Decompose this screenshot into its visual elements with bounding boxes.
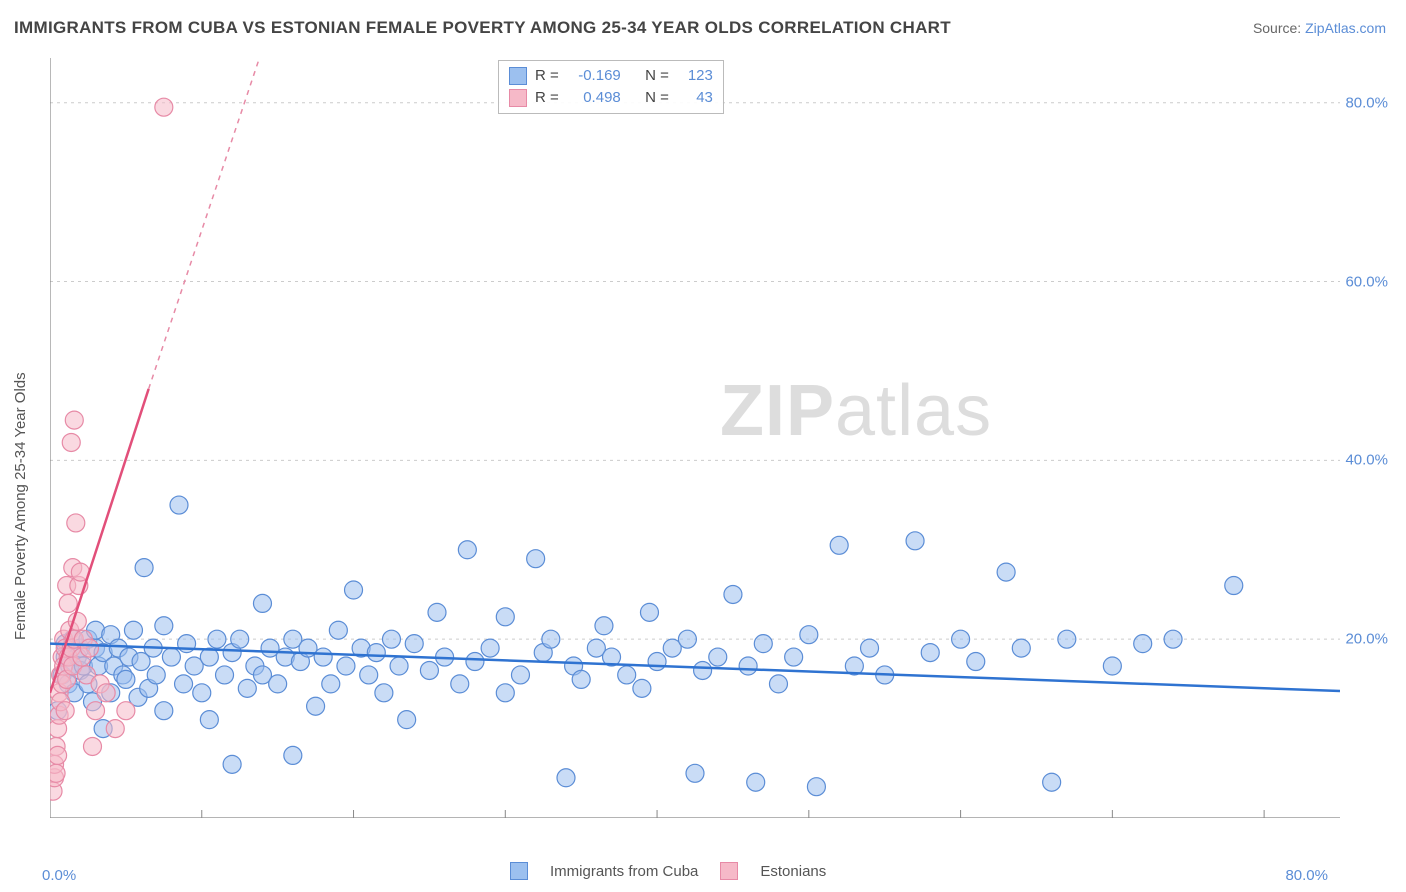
stats-legend: R = -0.169 N = 123 R = 0.498 N = 43 [498,60,724,114]
n-label: N = [645,87,669,109]
stats-row-cuba: R = -0.169 N = 123 [509,65,713,87]
y-tick-20: 20.0% [1345,631,1388,648]
r-label: R = [535,87,559,109]
stats-row-estonians: R = 0.498 N = 43 [509,87,713,109]
y-tick-60: 60.0% [1345,273,1388,290]
legend-swatch-cuba [510,862,528,880]
r-value-cuba: -0.169 [567,65,621,87]
n-value-cuba: 123 [677,65,713,87]
legend-swatch-estonians [720,862,738,880]
y-axis-title: Female Poverty Among 25-34 Year Olds [12,372,29,640]
y-tick-40: 40.0% [1345,452,1388,469]
source-prefix: Source: [1253,20,1305,36]
source-link[interactable]: ZipAtlas.com [1305,20,1386,36]
plot-area [50,58,1340,818]
chart-svg [50,58,1340,818]
swatch-estonians [509,89,527,107]
legend-label-estonians: Estonians [760,863,826,880]
n-value-estonians: 43 [677,87,713,109]
x-tick-0: 0.0% [42,867,76,884]
swatch-cuba [509,67,527,85]
n-label: N = [645,65,669,87]
x-tick-80: 80.0% [1285,867,1328,884]
r-label: R = [535,65,559,87]
legend-label-cuba: Immigrants from Cuba [550,863,698,880]
series-legend: Immigrants from Cuba Estonians [510,862,826,880]
chart-title: IMMIGRANTS FROM CUBA VS ESTONIAN FEMALE … [14,18,951,38]
source-credit: Source: ZipAtlas.com [1253,20,1386,36]
y-tick-80: 80.0% [1345,94,1388,111]
r-value-estonians: 0.498 [567,87,621,109]
